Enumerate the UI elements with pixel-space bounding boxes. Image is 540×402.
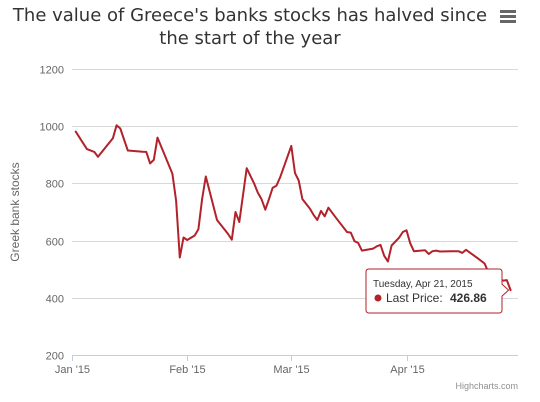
x-tick-label: Jan '15	[55, 364, 90, 376]
x-tick-label: Mar '15	[273, 364, 309, 376]
y-tick-label: 1200	[40, 65, 64, 77]
x-tick-label: Apr '15	[390, 364, 425, 376]
series-layer	[74, 124, 512, 292]
y-tick-label: 800	[46, 179, 64, 191]
y-axis-title: Greek bank stocks	[8, 162, 22, 261]
chart-title: The value of Greece's banks stocks has h…	[0, 4, 500, 50]
tooltip-date: Tuesday, Apr 21, 2015	[373, 279, 473, 290]
series-line	[74, 124, 512, 292]
axis-layer: 200 400 600 800 1000 1200 Jan '15 Feb '15 Mar '1…	[40, 65, 518, 376]
tooltip: Tuesday, Apr 21, 2015 Last Price: 426.86	[365, 268, 510, 314]
y-tick-label: 1000	[40, 122, 64, 134]
credits-link[interactable]: Highcharts.com	[455, 381, 518, 391]
tooltip-box	[365, 268, 510, 314]
tooltip-series-marker	[374, 294, 382, 302]
tooltip-series-label: Last Price:	[386, 291, 443, 305]
hamburger-menu-icon[interactable]	[498, 8, 518, 24]
y-tick-label: 200	[46, 351, 64, 363]
chart-title-line-1: The value of Greece's banks stocks has h…	[12, 5, 488, 26]
y-tick-label: 600	[46, 237, 64, 249]
tooltip-value: 426.86	[450, 291, 487, 305]
y-tick-label: 400	[46, 294, 64, 306]
chart-title-line-2: the start of the year	[159, 28, 341, 49]
x-tick-label: Feb '15	[169, 364, 205, 376]
